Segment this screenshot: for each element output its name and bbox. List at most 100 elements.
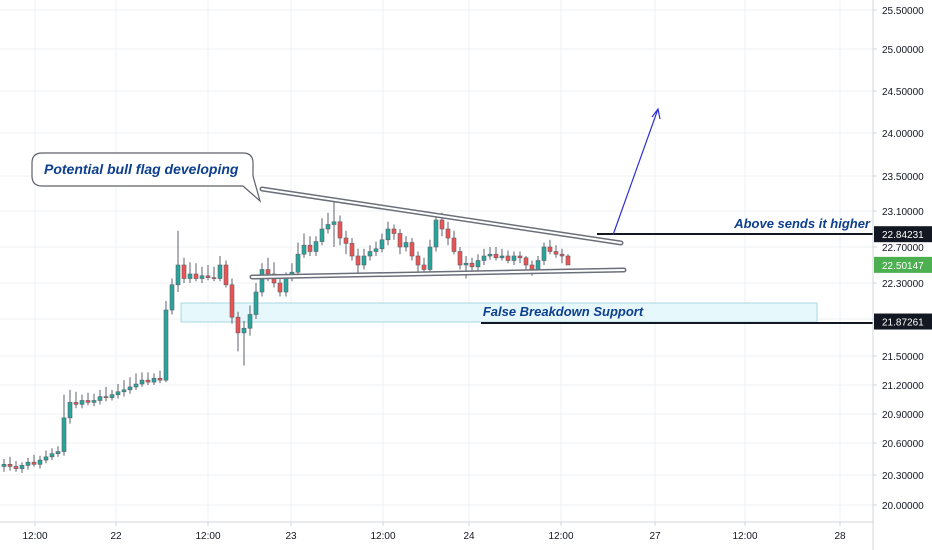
candle <box>199 266 205 283</box>
price-tick-label: 21.20000 <box>882 381 924 392</box>
candle-body-down <box>439 219 445 230</box>
candle <box>79 394 85 409</box>
candle <box>427 239 433 273</box>
candle <box>163 301 169 383</box>
price-tick-label: 20.90000 <box>882 410 924 421</box>
candle-body-down <box>307 244 313 252</box>
candle-body-up <box>385 228 391 241</box>
candle <box>421 257 427 273</box>
callout-text: Potential bull flag developing <box>44 161 239 177</box>
candle <box>61 394 67 456</box>
candle-body-up <box>367 251 373 257</box>
time-tick-label: 12:00 <box>548 531 573 542</box>
candle <box>13 461 19 472</box>
upper-flag-trendline[interactable] <box>259 186 624 246</box>
candle <box>235 311 241 352</box>
candle <box>337 215 343 246</box>
candle-body-down <box>415 255 421 266</box>
time-tick-label: 12:00 <box>195 531 220 542</box>
candle-body-up <box>79 400 85 405</box>
candle-body-down <box>469 262 475 268</box>
candle <box>7 456 13 471</box>
candle-body-up <box>109 394 115 398</box>
time-tick-label: 23 <box>285 531 297 542</box>
candle <box>181 257 187 283</box>
price-tick-label: 22.70000 <box>882 243 924 254</box>
candle-body-up <box>541 246 547 261</box>
candle <box>553 245 559 258</box>
candle <box>277 275 283 297</box>
candle-body-up <box>175 264 181 286</box>
candle-body-up <box>91 400 97 403</box>
candle-body-up <box>427 246 433 270</box>
candle <box>349 238 355 261</box>
candle <box>565 254 571 266</box>
candle <box>31 454 37 467</box>
candle-body-up <box>481 255 487 261</box>
candle <box>343 230 349 255</box>
candle <box>499 248 505 261</box>
candle <box>253 283 259 319</box>
candle-body-down <box>145 379 151 383</box>
candle <box>511 251 517 265</box>
price-tick-label: 24.50000 <box>882 87 924 98</box>
candle <box>241 320 247 366</box>
price-tag-label: 21.87261 <box>882 318 924 329</box>
candle <box>109 389 115 401</box>
candle <box>469 257 475 271</box>
price-tag: 22.84231 <box>874 226 932 243</box>
candle-body-up <box>319 228 325 242</box>
candle <box>475 254 481 271</box>
candle <box>73 391 79 409</box>
candle-body-down <box>337 221 343 239</box>
candle-body-up <box>433 219 439 248</box>
candle-body-down <box>157 377 163 381</box>
candle <box>133 373 139 390</box>
candle <box>451 230 457 255</box>
candle-body-up <box>487 253 493 257</box>
candle-body-down <box>7 464 13 467</box>
candle <box>205 265 211 281</box>
candle-body-up <box>37 459 43 465</box>
candle-body-up <box>139 379 145 385</box>
candle-body-down <box>235 316 241 334</box>
candle <box>547 239 553 255</box>
candle-body-down <box>421 264 427 270</box>
candle-body-down <box>391 228 397 234</box>
candle <box>481 248 487 265</box>
candle <box>409 238 415 261</box>
candle-body-up <box>301 244 307 255</box>
candle-body-up <box>295 253 301 273</box>
time-axis[interactable]: 12:00 22 12:00 23 12:00 24 12:00 27 12:00 28 <box>22 522 846 542</box>
price-tick-label: 21.50000 <box>882 352 924 363</box>
price-tick-label: 20.30000 <box>882 471 924 482</box>
time-tick-label: 28 <box>834 531 846 542</box>
candle <box>19 462 25 473</box>
breakout-arrow[interactable] <box>612 107 661 236</box>
time-tick-label: 22 <box>110 531 122 542</box>
candle <box>559 248 565 264</box>
candle-body-up <box>247 314 253 329</box>
candle-body-down <box>397 233 403 248</box>
candle-body-up <box>25 461 31 466</box>
candle-body-down <box>223 264 229 286</box>
candle <box>169 278 175 315</box>
callout-bubble[interactable]: Potential bull flag developing <box>31 152 262 203</box>
price-tick-label: 23.10000 <box>882 207 924 218</box>
candle <box>535 256 541 271</box>
candle-body-down <box>517 255 523 259</box>
time-tick-label: 24 <box>463 531 475 542</box>
candle-body-down <box>211 277 217 279</box>
lower-flag-trendline[interactable] <box>249 267 627 280</box>
candle <box>211 266 217 282</box>
candle-body-up <box>361 255 367 266</box>
time-tick-label: 27 <box>649 531 661 542</box>
price-tick-label: 22.30000 <box>882 279 924 290</box>
candle-body-up <box>253 291 259 315</box>
candlestick-series <box>1 202 571 473</box>
candle-body-up <box>331 221 337 225</box>
candle-body-down <box>103 396 109 398</box>
candle-body-up <box>499 255 505 259</box>
candle-body-down <box>181 264 187 279</box>
